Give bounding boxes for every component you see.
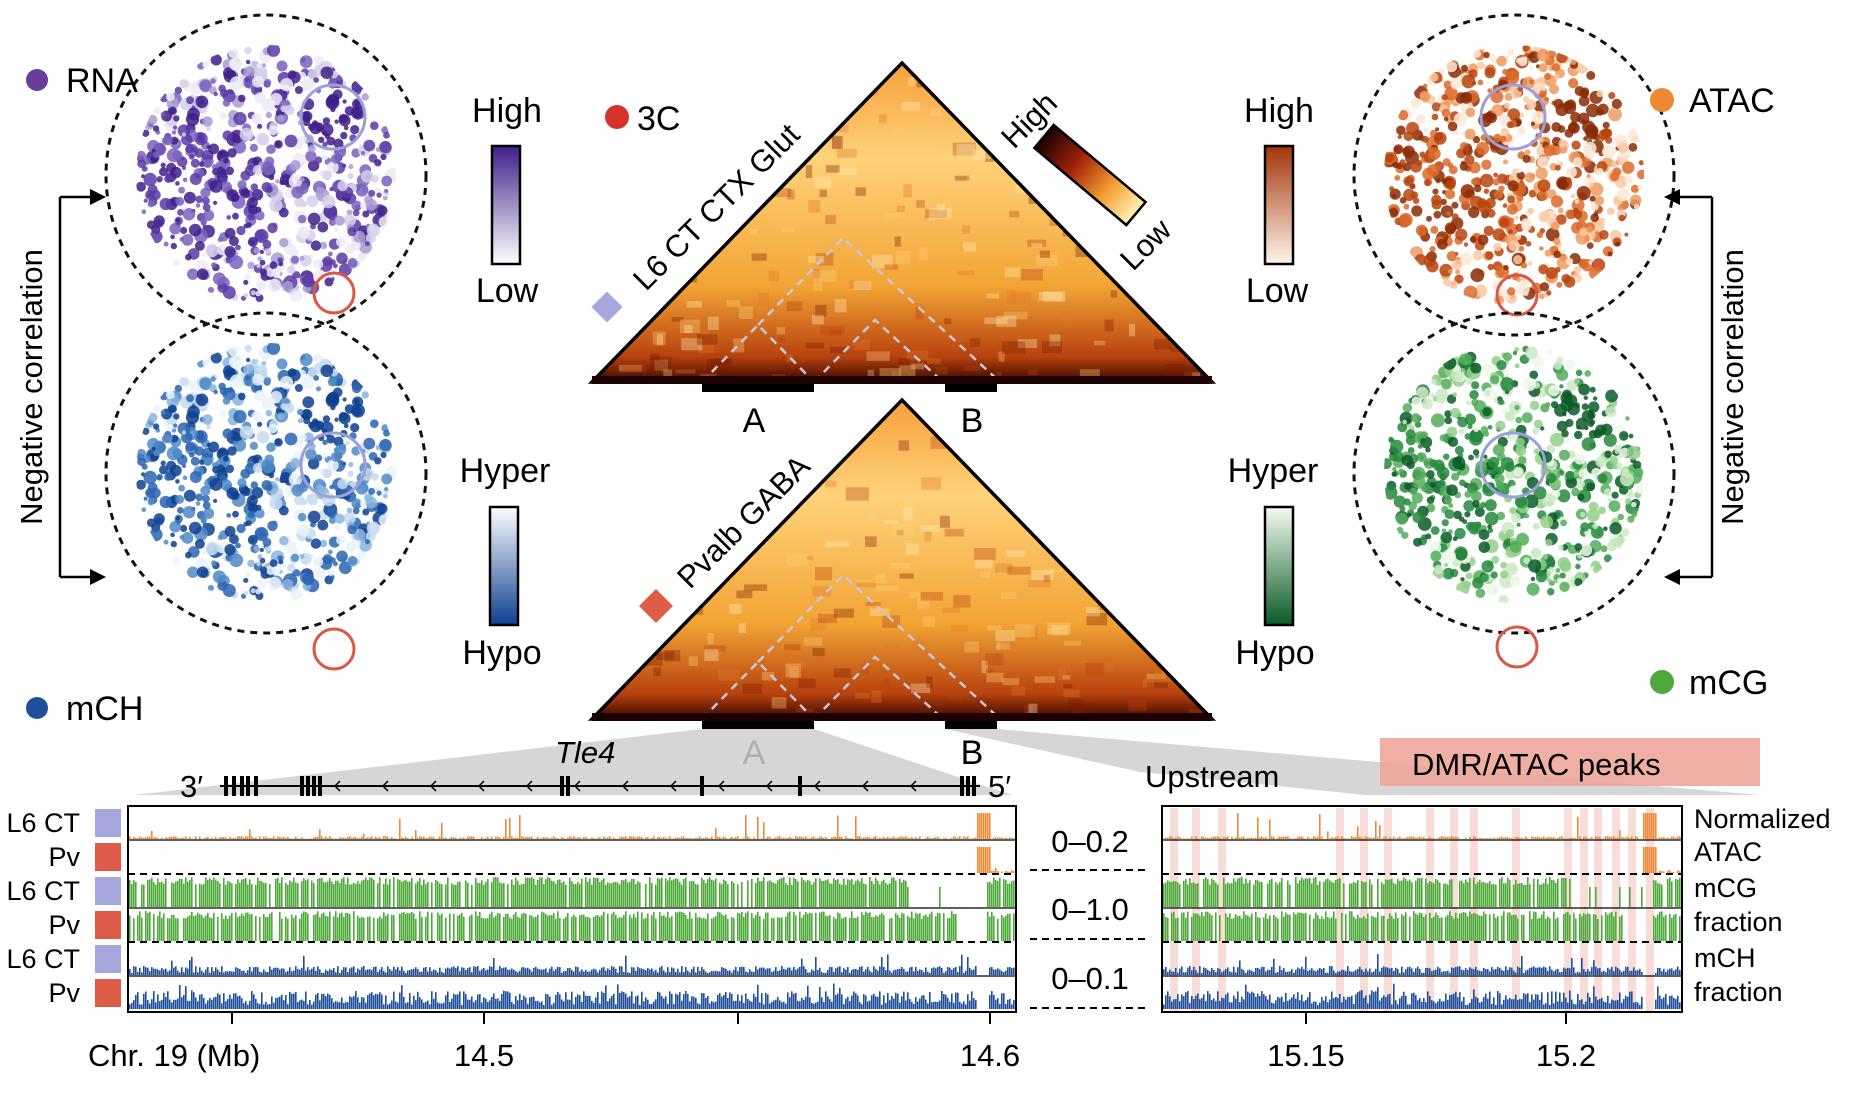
atac-color-scale: High Low	[1244, 92, 1314, 310]
gene-3prime-label: 3′	[180, 769, 203, 804]
range-mch: 0–0.1	[1051, 961, 1129, 996]
right-correlation-bracket: Negative correlation	[1664, 189, 1756, 585]
track-row-label: Pv	[48, 978, 80, 1008]
track-row-label: Pv	[48, 910, 80, 940]
mch-legend-label: mCH	[66, 690, 143, 728]
axis-tick-14-5: 14.5	[454, 1038, 514, 1073]
umap-rna-panel	[104, 13, 428, 337]
umap-mcg-panel	[1352, 311, 1676, 669]
atac-scale-bottom-label: Low	[1246, 272, 1309, 310]
mch-legend-dot	[26, 697, 48, 719]
track-label-atac: ATAC	[1694, 837, 1762, 867]
dmr-peaks-label: DMR/ATAC peaks	[1412, 747, 1661, 782]
mcg-legend-dot	[1650, 670, 1674, 694]
upstream-label: Upstream	[1145, 759, 1279, 794]
dmr-label-box	[1380, 738, 1760, 786]
region-a-label-top: A	[743, 402, 766, 440]
rna-legend-label: RNA	[66, 62, 138, 100]
mch-scale-bottom-label: Hypo	[462, 634, 541, 672]
region-a-bar-top	[702, 384, 814, 392]
mch-scale-top-label: Hyper	[460, 452, 551, 490]
left-correlation-bracket: Negative correlation	[14, 189, 106, 585]
umap-atac-panel	[1352, 13, 1676, 337]
celltype-swatch	[95, 843, 121, 871]
rna-color-scale: High Low	[472, 92, 542, 310]
track-label-mcg: mCG	[1694, 873, 1757, 903]
region-b-label-top: B	[961, 402, 984, 440]
range-atac: 0–0.2	[1051, 824, 1129, 859]
atac-legend-label: ATAC	[1689, 82, 1775, 120]
gene-5prime-label: 5′	[988, 769, 1011, 804]
range-mcg: 0–1.0	[1051, 892, 1129, 927]
right-correlation-label: Negative correlation	[1715, 249, 1750, 525]
celltype-swatch	[95, 945, 121, 973]
l6ct-marker	[591, 291, 623, 323]
genome-browser-tracks	[127, 805, 1683, 1013]
track-label-mch: mCH	[1694, 943, 1756, 973]
arrow-head-icon	[1664, 189, 1680, 205]
umap-mch-panel	[104, 311, 428, 671]
track-row-label: L6 CT	[6, 944, 80, 974]
celltype-swatch	[95, 877, 121, 905]
hic-legend-label: 3C	[637, 100, 680, 138]
track-row-label: L6 CT	[6, 876, 80, 906]
atac-legend-dot	[1650, 88, 1674, 112]
hic-legend-dot	[605, 105, 629, 129]
region-b-bar-top	[945, 384, 997, 392]
atac-scale-top-label: High	[1244, 92, 1314, 130]
mcg-color-scale: Hyper Hypo	[1228, 452, 1319, 672]
rna-legend-dot	[26, 69, 48, 91]
track-label-normalized: Normalized	[1694, 804, 1831, 834]
mcg-scale-top-label: Hyper	[1228, 452, 1319, 490]
track-right-labels: Normalized ATAC mCG fraction mCH fractio…	[1694, 804, 1831, 1007]
track-row-label: Pv	[48, 842, 80, 872]
axis-tick-15-15: 15.15	[1267, 1038, 1345, 1073]
rna-scale-top-label: High	[472, 92, 542, 130]
range-labels: 0–0.2 0–1.0 0–0.1	[1030, 824, 1150, 1009]
mcg-scale-bottom-label: Hypo	[1235, 634, 1314, 672]
celltype-swatch	[95, 809, 121, 837]
track-label-mcg-fraction: fraction	[1694, 907, 1783, 937]
gene-model: Tle4 3′ 5′	[180, 735, 1011, 804]
left-correlation-label: Negative correlation	[14, 249, 49, 525]
zoom-wedge-a	[134, 729, 1012, 795]
mch-color-scale: Hyper Hypo	[460, 452, 551, 672]
track-row-label: L6 CT	[6, 808, 80, 838]
arrow-head-icon	[90, 569, 106, 585]
gene-name: Tle4	[555, 735, 615, 770]
region-b-bar-bottom	[945, 721, 997, 729]
mcg-legend-label: mCG	[1689, 664, 1768, 702]
genomic-axis: Chr. 19 (Mb) 14.5 14.6 15.15 15.2	[88, 1012, 1596, 1073]
axis-tick-15-2: 15.2	[1536, 1038, 1596, 1073]
celltype-swatch	[95, 911, 121, 939]
rna-scale-bottom-label: Low	[476, 272, 539, 310]
track-label-mch-fraction: fraction	[1694, 977, 1783, 1007]
axis-chrom-label: Chr. 19 (Mb)	[88, 1038, 260, 1073]
arrow-head-icon	[1664, 569, 1680, 585]
arrow-head-icon	[90, 189, 106, 205]
axis-tick-14-6: 14.6	[960, 1038, 1020, 1073]
pv-marker	[639, 589, 673, 623]
region-b-label-bottom: B	[961, 734, 984, 772]
region-a-bar-bottom	[702, 721, 814, 729]
celltype-swatch	[95, 979, 121, 1007]
